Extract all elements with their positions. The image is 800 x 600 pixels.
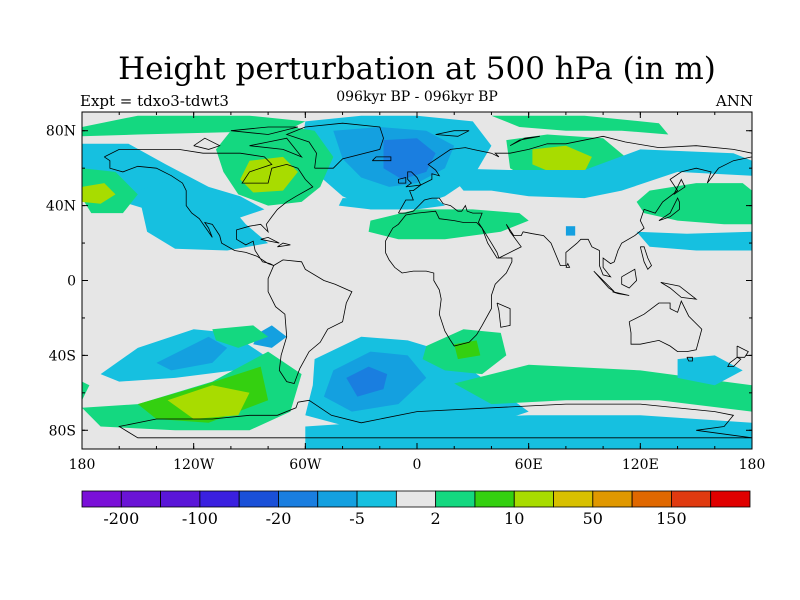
field-east-asia-positive [636, 183, 752, 225]
coastline-3 [398, 135, 752, 278]
colorbar-label: -100 [182, 509, 218, 528]
lat-tick-label: 40S [49, 348, 76, 364]
coastline-24 [118, 399, 752, 439]
colorbar-box [317, 490, 358, 508]
coastline-7 [686, 356, 693, 362]
lon-tick-label: 120W [173, 457, 215, 473]
field-pacific-positive-west-core [82, 183, 116, 204]
coastline-27 [673, 178, 686, 195]
colorbar-box [199, 490, 240, 508]
colorbar-label: 2 [431, 509, 441, 528]
colorbar-box [671, 490, 712, 508]
season-label: ANN [715, 92, 753, 110]
lat-tick-label: 40N [46, 199, 76, 215]
lat-tick-label: 80S [49, 423, 76, 439]
colorbar-box [435, 490, 476, 508]
coastline-14 [612, 291, 630, 296]
lat-tick-label: 80N [46, 124, 76, 140]
coastline-2 [372, 156, 392, 162]
colorbar-box [120, 490, 161, 508]
lon-tick-label: 60W [289, 457, 322, 473]
map-axes: 180 120W 60W 0 60E 120E 180 80N 40N 0 40S 80S [46, 112, 765, 473]
field-india-negative [565, 226, 576, 236]
field-siberia-positive-core [532, 145, 592, 174]
lat-tick-label: 0 [67, 274, 76, 290]
map-subtitle: 096kyr BP - 096kyr BP [336, 89, 498, 105]
colorbar-box [160, 490, 201, 508]
field-north-atlantic-negative-core [383, 138, 436, 180]
field-pacific-subtropic-negative [137, 175, 269, 251]
coastline-4 [385, 210, 513, 347]
field-tasman-negative [677, 355, 743, 386]
lon-tick-label: 60E [515, 457, 543, 473]
colorbar-box [81, 490, 122, 508]
coastline-1 [285, 122, 384, 169]
coastlines [104, 122, 752, 439]
field-southeast-pacific-negative [253, 325, 287, 348]
colorbar-box [631, 490, 672, 508]
colorbar-label: -200 [103, 509, 139, 528]
colorbar-box [474, 490, 515, 508]
field-middle-east-positive [368, 209, 529, 240]
field-nw-atlantic-positive [212, 325, 269, 348]
coastline-26 [435, 130, 470, 137]
contour-fields [82, 115, 752, 449]
colorbar-label: 10 [504, 509, 524, 528]
colorbar-box [395, 490, 437, 508]
colorbar-label: 150 [656, 509, 687, 528]
field-south-atlantic-negative-core [346, 366, 388, 397]
colorbar-box [553, 490, 594, 508]
map-title: Height perturbation at 500 hPa (in m) [118, 51, 716, 87]
colorbar-label: -5 [349, 509, 365, 528]
field-eurasia-arctic-positive [491, 115, 669, 135]
colorbar: -200 -100 -20 -5 2 10 50 150 [81, 490, 751, 528]
colorbar-box [356, 490, 397, 508]
colorbar-box [710, 490, 751, 508]
coastline-22 [249, 137, 303, 158]
coastline-12 [398, 176, 407, 184]
coastline-21 [193, 137, 221, 150]
field-antarctica-negative [305, 415, 752, 449]
coastline-0 [104, 149, 353, 384]
lon-tick-label: 120E [622, 457, 659, 473]
coastline-8 [736, 345, 749, 358]
colorbar-box [238, 490, 279, 508]
lon-tick-label: 180 [739, 457, 766, 473]
coastline-6 [628, 300, 703, 352]
colorbar-label: -20 [266, 509, 292, 528]
coastline-10 [658, 197, 680, 221]
field-canada-positive-core [240, 156, 298, 193]
coastline-13 [593, 270, 615, 293]
coastline-15 [621, 268, 638, 289]
coastline-23 [230, 126, 298, 135]
lon-tick-label: 0 [413, 457, 422, 473]
colorbar-box [592, 490, 633, 508]
coastline-17 [565, 262, 571, 268]
coastline-20 [277, 242, 291, 248]
lon-tick-label: 180 [69, 457, 96, 473]
coastline-11 [405, 171, 422, 188]
coastline-9 [727, 356, 742, 367]
field-south-africa-positive-core [454, 340, 481, 360]
colorbar-box [513, 490, 554, 508]
coastline-25 [509, 135, 540, 147]
field-south-pacific-negative-core [156, 336, 228, 371]
coastline-18 [639, 246, 652, 270]
field-west-pacific-south-positive [82, 381, 90, 401]
colorbar-label: 50 [583, 509, 603, 528]
coastline-19 [260, 236, 280, 244]
field-southern-ocean-positive-band [454, 364, 752, 412]
field-west-pacific-negative [636, 231, 752, 251]
experiment-label: Expt = tdxo3-tdwt3 [80, 92, 229, 110]
coastline-5 [496, 302, 511, 328]
coastline-16 [660, 282, 698, 300]
field-central-asia-negative-band [444, 149, 752, 199]
field-south-pacific-positive-core [167, 385, 250, 419]
colorbar-box [278, 490, 319, 508]
